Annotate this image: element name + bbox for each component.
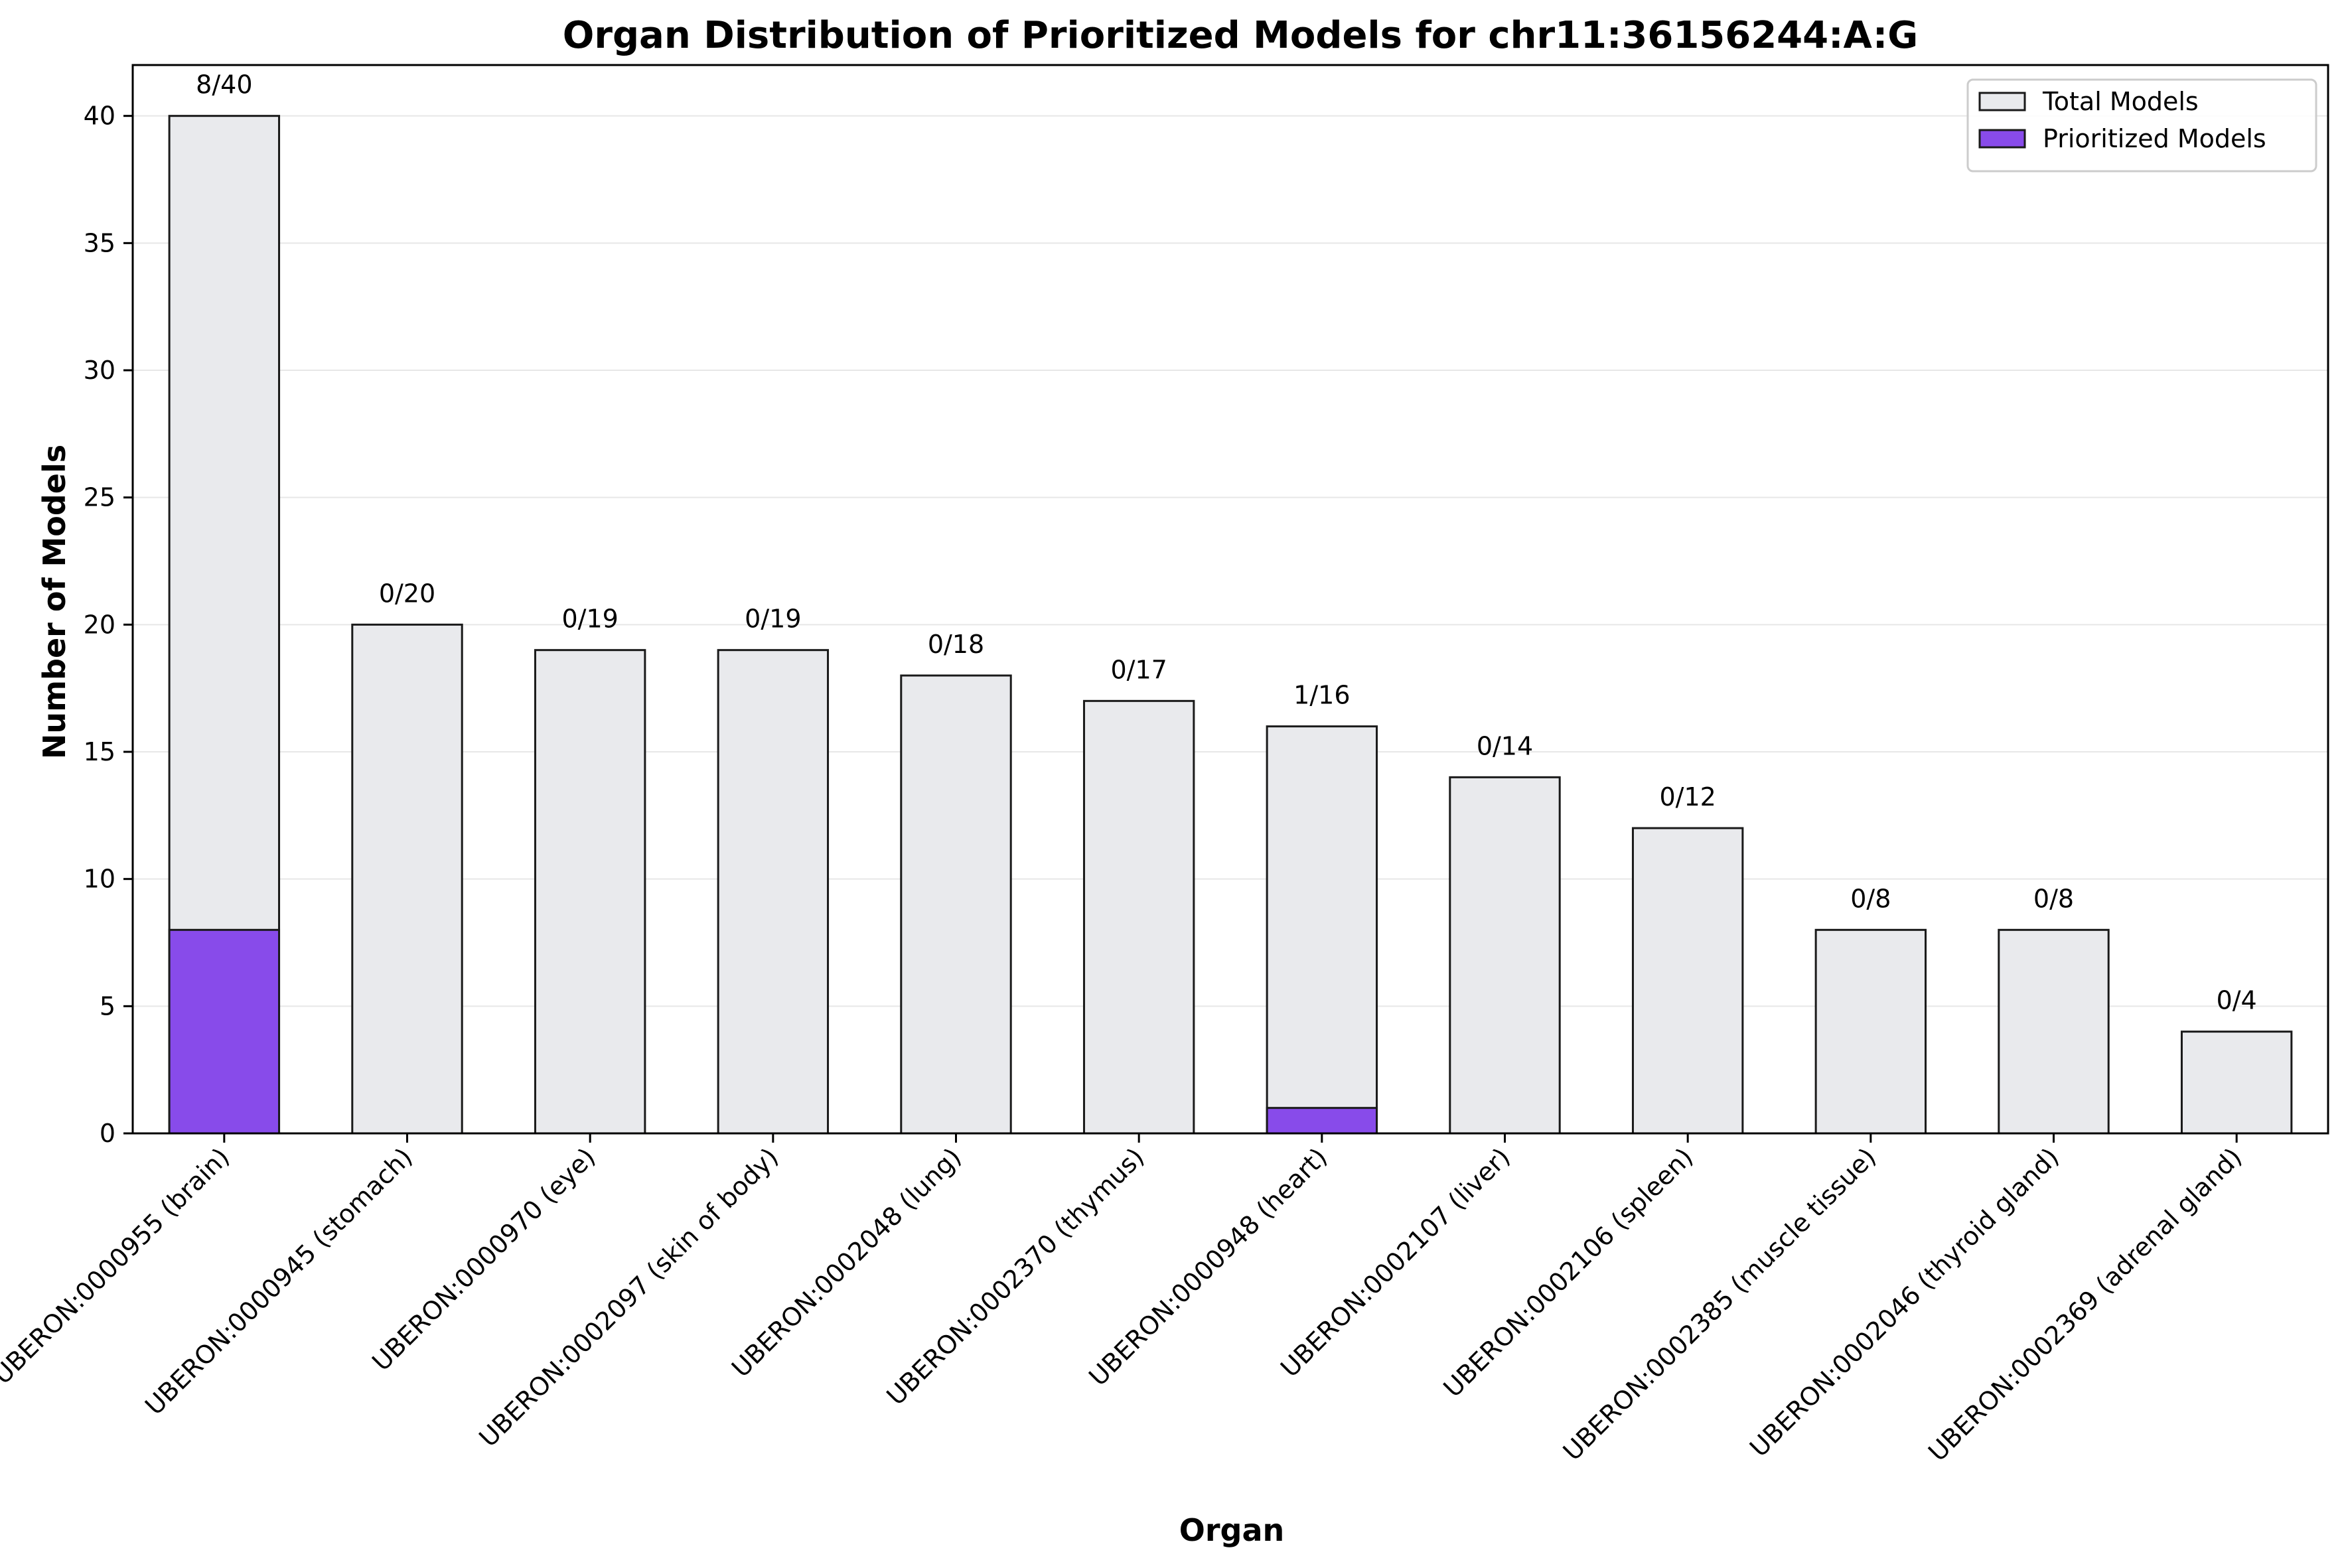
bar-total-models <box>2180 1031 2293 1135</box>
bar-total-models <box>1266 725 1378 1135</box>
bar-value-label: 1/16 <box>1293 681 1350 710</box>
bar-total-models <box>1631 827 1744 1135</box>
bar-value-label: 0/17 <box>1110 655 1167 684</box>
bar-total-models <box>900 674 1012 1135</box>
y-tick-label: 20 <box>84 610 115 639</box>
bar-value-label: 8/40 <box>196 70 252 100</box>
legend-swatch <box>1978 92 2026 111</box>
bar-total-models <box>1814 928 1927 1135</box>
x-axis-label: Organ <box>1179 1512 1285 1548</box>
y-tick-label: 15 <box>84 737 115 766</box>
bar-total-models <box>1998 928 2110 1135</box>
bar-value-label: 0/8 <box>2033 884 2074 913</box>
y-tick-label: 25 <box>84 483 115 512</box>
y-tick-label: 35 <box>84 228 115 257</box>
bar-value-label: 0/14 <box>1477 731 1533 760</box>
bar-total-models <box>717 649 830 1135</box>
plot-frame <box>131 64 2329 1135</box>
legend-label: Prioritized Models <box>2043 124 2266 153</box>
legend-label: Total Models <box>2042 87 2199 116</box>
bar-value-label: 0/18 <box>928 630 984 659</box>
y-tick-label: 0 <box>100 1119 115 1148</box>
bar-value-label: 0/19 <box>561 605 618 634</box>
y-tick-label: 10 <box>84 865 115 894</box>
bar-value-label: 0/19 <box>745 605 801 634</box>
y-tick-label: 40 <box>84 102 115 131</box>
bar-prioritized-models <box>1266 1107 1378 1135</box>
y-tick-label: 30 <box>84 356 115 385</box>
chart-title: Organ Distribution of Prioritized Models… <box>563 14 1919 57</box>
bar-total-models <box>1082 699 1195 1135</box>
legend-box <box>1966 78 2317 173</box>
bar-total-models <box>534 649 646 1135</box>
bar-value-label: 0/20 <box>379 579 435 608</box>
legend-swatch <box>1978 129 2026 149</box>
y-tick-label: 5 <box>100 991 115 1021</box>
bar-total-models <box>1449 776 1561 1135</box>
bar-value-label: 0/4 <box>2217 986 2257 1015</box>
bar-value-label: 0/12 <box>1659 782 1716 812</box>
bar-total-models <box>351 623 463 1135</box>
bar-value-label: 0/8 <box>1850 884 1891 913</box>
y-axis-label: Number of Models <box>37 445 72 759</box>
bar-prioritized-models <box>168 928 281 1135</box>
